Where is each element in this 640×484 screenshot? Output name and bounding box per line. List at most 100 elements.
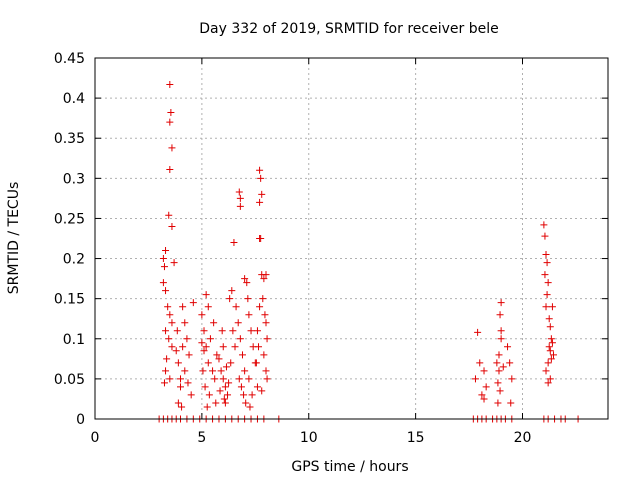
data-point xyxy=(215,355,223,363)
data-point xyxy=(256,198,264,206)
data-point xyxy=(243,279,251,287)
data-point xyxy=(187,391,195,399)
data-point xyxy=(540,221,548,229)
data-point xyxy=(217,367,225,375)
x-tick-label: 20 xyxy=(514,430,532,446)
data-point xyxy=(178,403,186,411)
data-point xyxy=(240,391,248,399)
plot-frame xyxy=(94,57,609,420)
y-tick-label: 0.15 xyxy=(54,292,85,308)
data-point xyxy=(201,383,209,391)
data-point xyxy=(541,232,549,240)
data-point xyxy=(247,327,255,335)
data-point xyxy=(244,295,252,303)
data-point xyxy=(262,319,270,327)
data-point xyxy=(162,367,170,375)
data-point xyxy=(181,367,189,375)
data-point xyxy=(218,327,226,335)
data-point xyxy=(209,367,217,375)
data-point xyxy=(220,395,228,403)
data-point xyxy=(497,327,505,335)
chart-title: Day 332 of 2019, SRMTID for receiver bel… xyxy=(199,21,498,37)
data-point xyxy=(219,375,227,383)
data-point xyxy=(542,251,550,259)
x-tick-label: 15 xyxy=(407,430,425,446)
data-point xyxy=(480,367,488,375)
data-points xyxy=(155,80,582,423)
data-point xyxy=(495,351,503,359)
data-point xyxy=(167,109,175,117)
data-point xyxy=(179,343,187,351)
data-point xyxy=(206,335,214,343)
data-point xyxy=(546,323,554,331)
data-point xyxy=(166,311,174,319)
data-point xyxy=(547,355,555,363)
data-point xyxy=(547,335,555,343)
data-point xyxy=(198,311,206,319)
data-point xyxy=(236,194,244,202)
data-point xyxy=(179,303,187,311)
data-point xyxy=(261,311,269,319)
data-point xyxy=(548,303,556,311)
data-point xyxy=(166,118,174,126)
data-point xyxy=(221,399,229,407)
data-point xyxy=(262,271,270,279)
data-point xyxy=(216,387,224,395)
data-point xyxy=(228,287,236,295)
data-point xyxy=(496,311,504,319)
data-point xyxy=(545,315,553,323)
data-point xyxy=(546,375,554,383)
data-point xyxy=(474,328,482,336)
data-point xyxy=(235,375,243,383)
y-tick-label: 0.05 xyxy=(54,372,85,388)
data-point xyxy=(160,263,168,271)
y-tick-label: 0.3 xyxy=(63,171,85,187)
data-point xyxy=(183,335,191,343)
data-point xyxy=(203,403,211,411)
data-point xyxy=(172,347,180,355)
data-point xyxy=(159,255,167,263)
data-point xyxy=(238,351,246,359)
data-point xyxy=(166,80,174,88)
data-point xyxy=(202,343,210,351)
data-point xyxy=(506,359,514,367)
data-point xyxy=(205,391,213,399)
x-tick-label: 0 xyxy=(91,430,100,446)
data-point xyxy=(168,144,176,152)
data-point xyxy=(245,375,253,383)
data-point xyxy=(248,391,256,399)
y-axis-label: SRMTID / TECUs xyxy=(6,182,22,295)
data-point xyxy=(482,383,490,391)
y-tick-label: 0.25 xyxy=(54,211,85,227)
data-point xyxy=(162,247,170,255)
data-point xyxy=(507,399,515,407)
data-point xyxy=(168,343,176,351)
data-point xyxy=(494,399,502,407)
data-point xyxy=(181,319,189,327)
data-point xyxy=(493,359,501,367)
data-point xyxy=(168,222,176,230)
y-axis-ticks: 0 0.05 0.1 0.15 0.2 0.25 0.3 0.35 0.4 0.45 xyxy=(54,51,608,428)
x-axis-label: GPS time / hours xyxy=(291,459,408,475)
data-point xyxy=(221,383,229,391)
data-point xyxy=(174,359,182,367)
data-point xyxy=(159,279,167,287)
data-point xyxy=(543,291,551,299)
data-point xyxy=(260,275,268,283)
data-point xyxy=(212,399,220,407)
data-point xyxy=(494,379,502,387)
x-tick-label: 10 xyxy=(300,430,318,446)
y-tick-label: 0.1 xyxy=(63,332,85,348)
data-point xyxy=(200,347,208,355)
data-point xyxy=(495,367,503,375)
data-point xyxy=(478,391,486,399)
data-point xyxy=(222,363,230,371)
data-point xyxy=(173,327,181,335)
data-point xyxy=(480,395,488,403)
data-point xyxy=(497,335,505,343)
data-point xyxy=(165,211,173,219)
data-point xyxy=(237,383,245,391)
data-point xyxy=(549,351,557,359)
data-point xyxy=(200,327,208,335)
data-point xyxy=(231,343,239,351)
